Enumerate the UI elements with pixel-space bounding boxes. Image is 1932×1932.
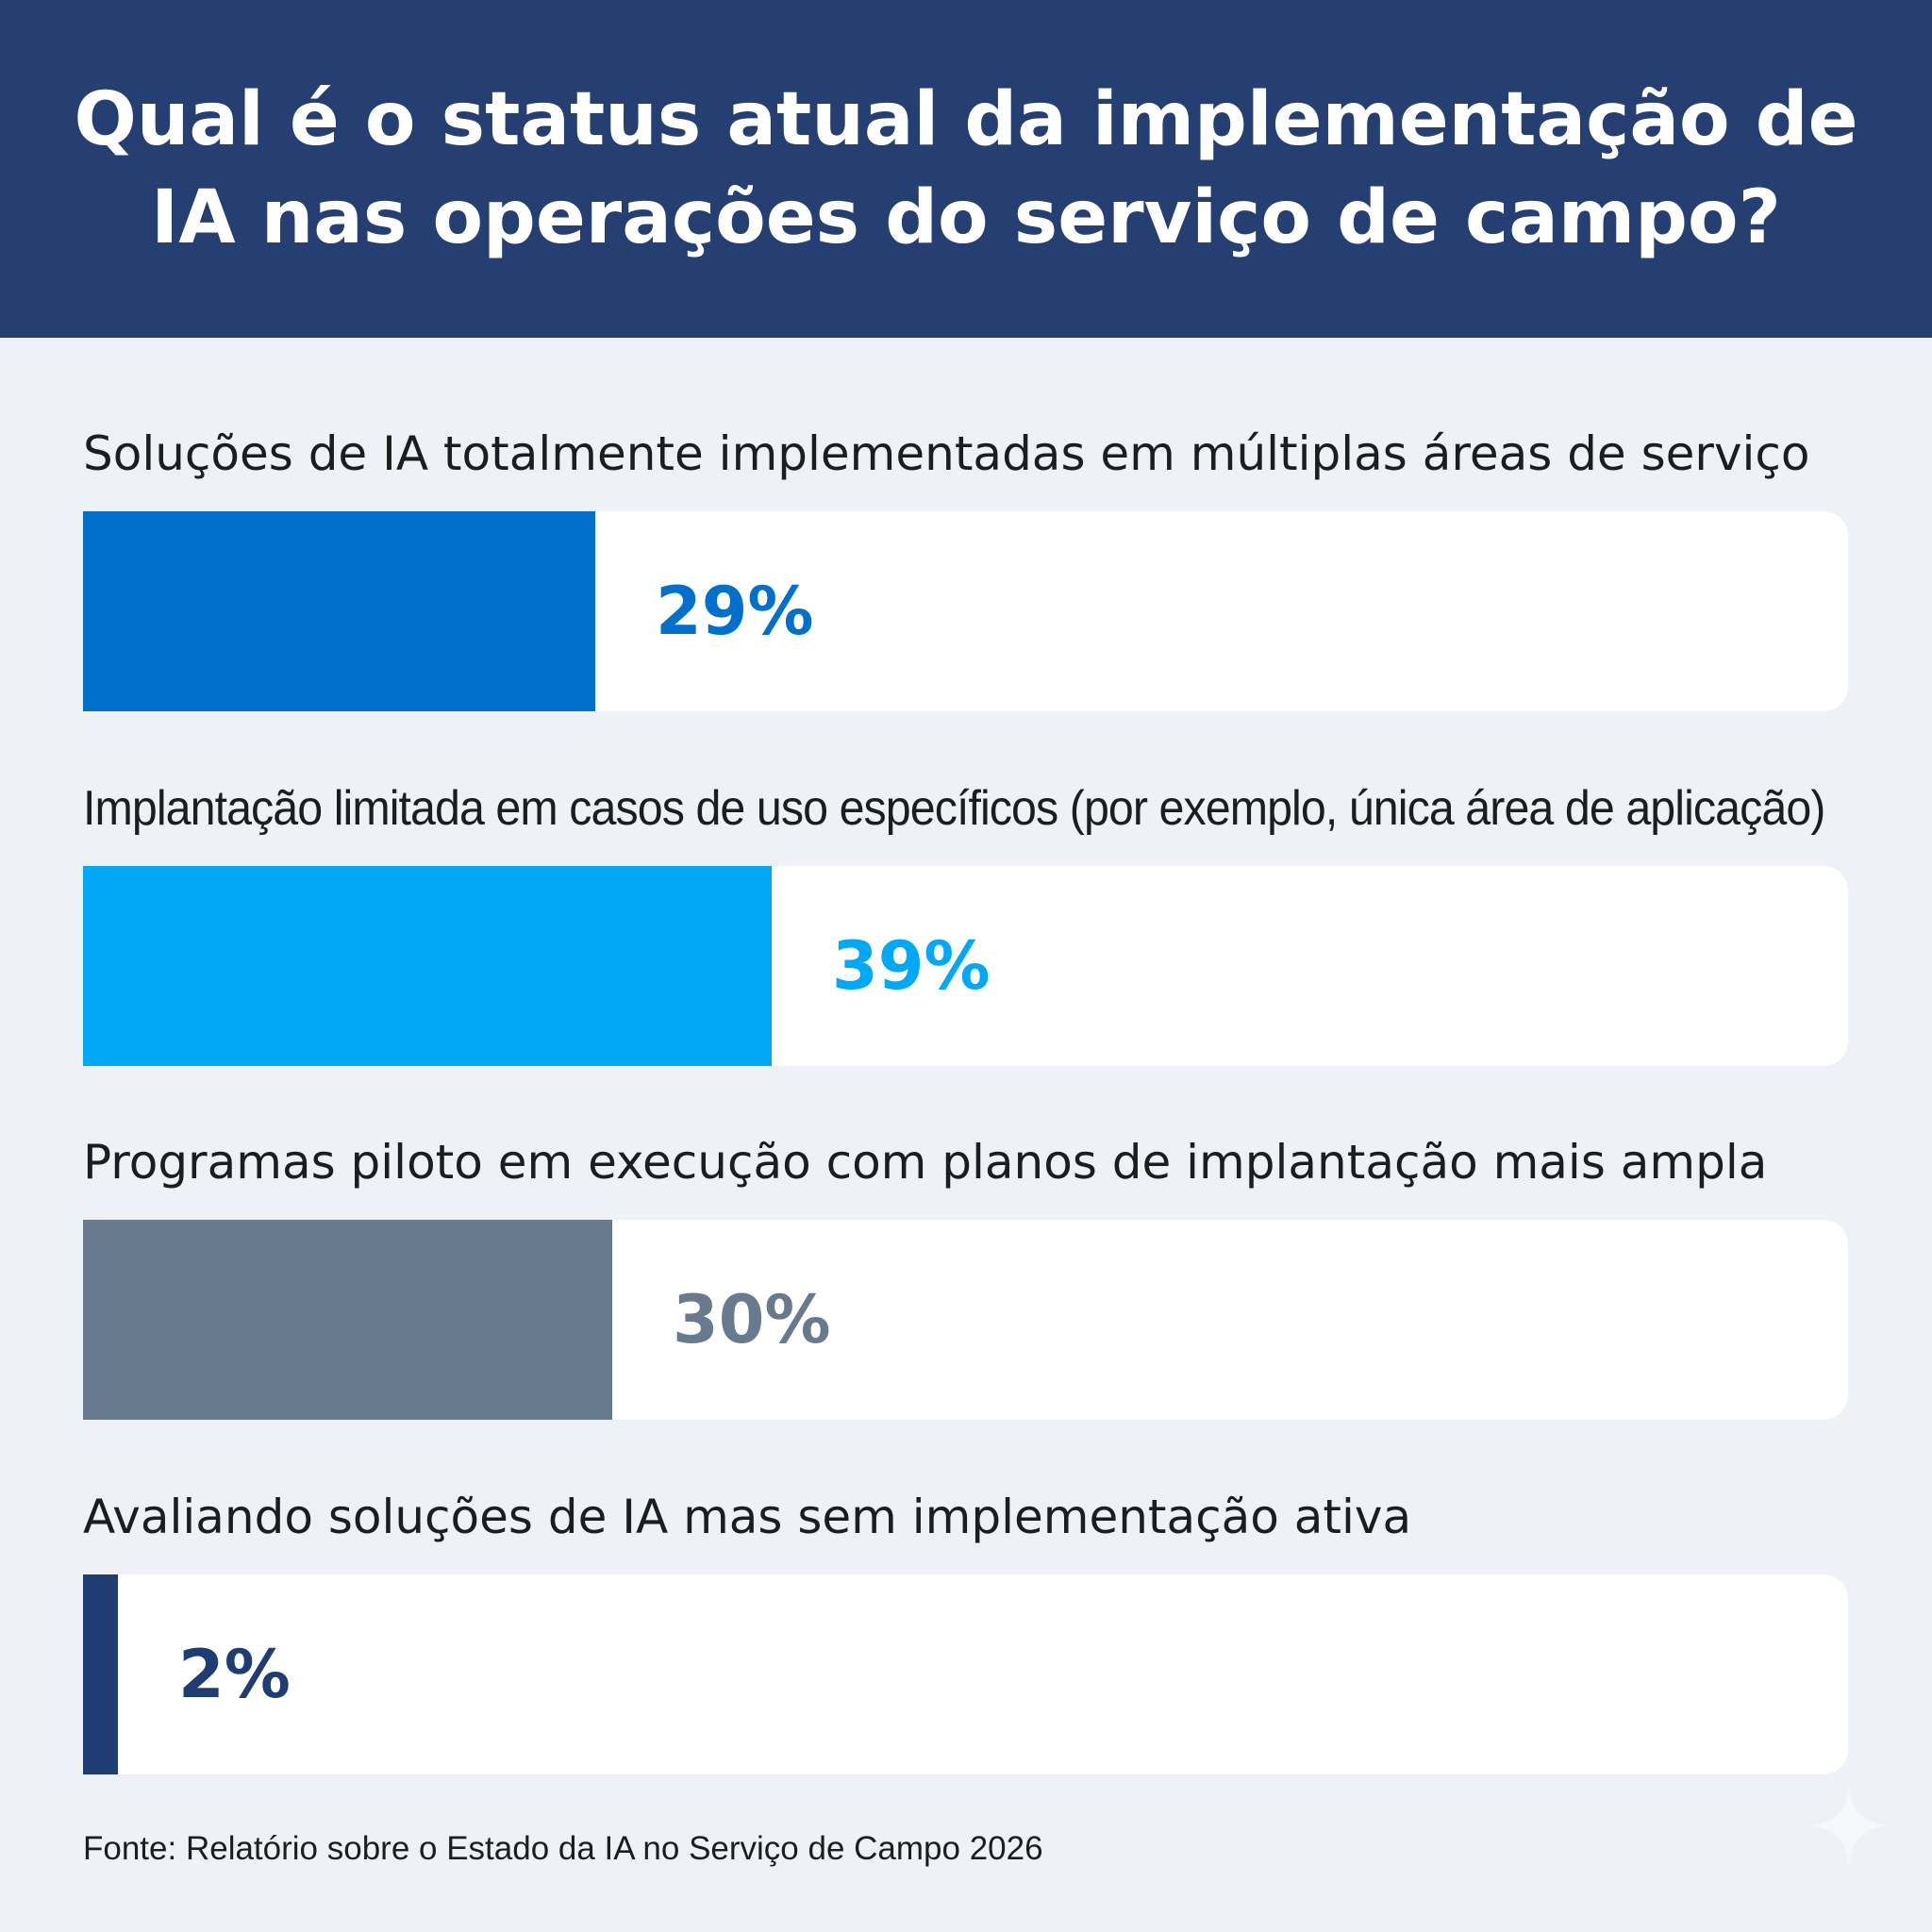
data-label: 30% xyxy=(673,1281,831,1358)
category-label: Avaliando soluções de IA mas sem impleme… xyxy=(83,1490,1412,1544)
bar xyxy=(83,1220,612,1420)
bar xyxy=(83,866,772,1066)
bar-track: 2% xyxy=(83,1574,1848,1774)
bar-row: Soluções de IA totalmente implementadas … xyxy=(83,421,1848,711)
bar-row: Avaliando soluções de IA mas sem impleme… xyxy=(83,1484,1848,1774)
bar-track: 30% xyxy=(83,1220,1848,1420)
bar xyxy=(83,1574,118,1774)
bar xyxy=(83,511,595,711)
sparkle-icon xyxy=(1811,1788,1887,1863)
chart-title: Qual é o status atual da implementação d… xyxy=(74,77,1858,260)
header-banner: Qual é o status atual da implementação d… xyxy=(0,0,1932,338)
bar-row: Implantação limitada em casos de uso esp… xyxy=(83,775,1848,1066)
category-label: Implantação limitada em casos de uso esp… xyxy=(83,781,1825,836)
data-label: 29% xyxy=(656,573,814,650)
category-label: Soluções de IA totalmente implementadas … xyxy=(83,426,1810,481)
source-note: Fonte: Relatório sobre o Estado da IA no… xyxy=(83,1830,1043,1867)
bar-track: 29% xyxy=(83,511,1848,711)
data-label: 39% xyxy=(832,927,991,1005)
data-label: 2% xyxy=(178,1636,291,1713)
category-label: Programas piloto em execução com planos … xyxy=(83,1135,1768,1190)
bar-track: 39% xyxy=(83,866,1848,1066)
bar-row: Programas piloto em execução com planos … xyxy=(83,1129,1848,1420)
